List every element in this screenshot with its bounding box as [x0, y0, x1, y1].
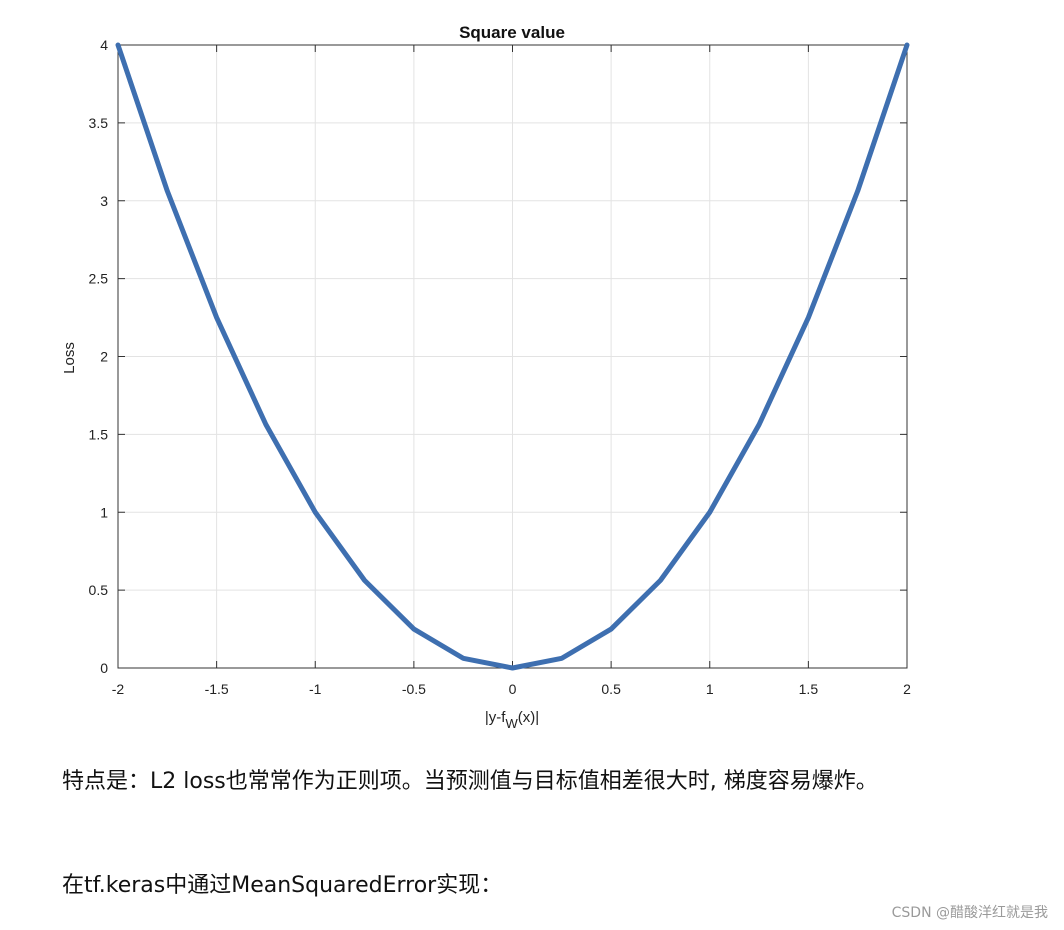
x-tick-label: 1	[706, 681, 714, 697]
x-axis-label-tail: (x)|	[518, 709, 539, 726]
x-axis-label-subscript: W	[505, 716, 518, 731]
x-tick-labels: -2 -1.5 -1 -0.5 0 0.5 1 1.5 2	[112, 681, 911, 697]
series-line	[115, 42, 910, 671]
x-axis-label-main: |y-f	[485, 709, 506, 726]
y-tick-label: 4	[100, 37, 108, 53]
x-tick-label: -1	[309, 681, 322, 697]
description-paragraph: 特点是：L2 loss也常常作为正则项。当预测值与目标值相差很大时, 梯度容易爆…	[62, 769, 878, 794]
chart-title: Square value	[459, 23, 565, 42]
y-tick-label: 0.5	[89, 582, 109, 598]
y-tick-label: 3	[100, 193, 108, 209]
x-tick-label: 1.5	[799, 681, 819, 697]
y-tick-label: 1	[100, 504, 108, 520]
y-tick-label: 0	[100, 660, 108, 676]
x-tick-label: 2	[903, 681, 911, 697]
grid-lines	[118, 45, 907, 668]
y-tick-label: 1.5	[89, 426, 109, 442]
y-tick-label: 2.5	[89, 271, 109, 287]
x-tick-label: -1.5	[205, 681, 229, 697]
y-tick-label: 3.5	[89, 115, 109, 131]
y-tick-label: 2	[100, 349, 108, 365]
x-tick-label: -2	[112, 681, 125, 697]
chart-figure: -2 -1.5 -1 -0.5 0 0.5 1 1.5 2 00.511.522.533.54 …	[61, 23, 911, 731]
tick-marks	[117, 44, 908, 669]
y-axis-label: Loss	[61, 342, 78, 374]
implementation-paragraph: 在tf.keras中通过MeanSquaredError实现：	[62, 873, 503, 898]
x-tick-label: 0	[509, 681, 517, 697]
watermark: CSDN @醋酸洋红就是我	[891, 905, 1048, 921]
x-tick-label: 0.5	[601, 681, 621, 697]
x-axis-label: |y-fW(x)|	[485, 709, 539, 731]
y-tick-labels: 0 0.5 1 1.5 2 2.5 3 3.5 4	[89, 37, 109, 676]
x-tick-label: -0.5	[402, 681, 426, 697]
